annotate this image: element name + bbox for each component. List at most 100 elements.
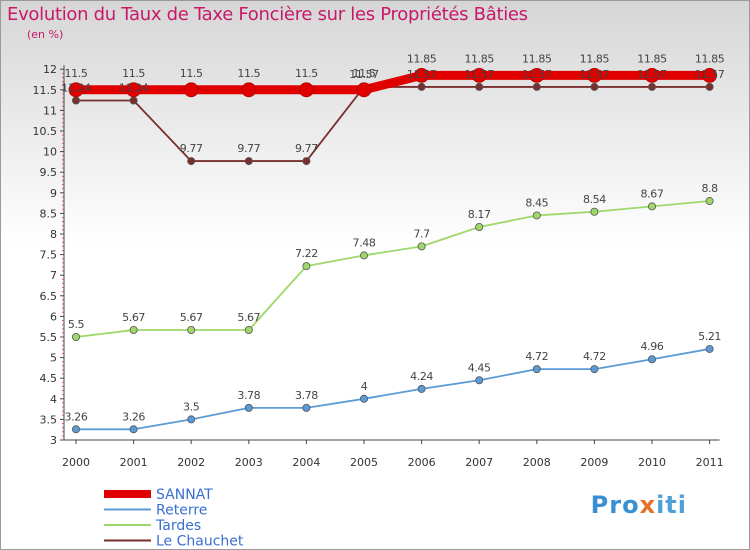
x-tick-label: 2003 — [235, 456, 263, 469]
data-label: 7.22 — [295, 247, 318, 260]
proxiti-logo: Proxiti — [591, 491, 687, 519]
data-label: 11.5 — [65, 67, 88, 80]
y-tick-label: 11 — [43, 104, 57, 117]
data-point — [244, 325, 253, 334]
data-label: 4.96 — [641, 340, 664, 353]
data-point — [590, 207, 599, 216]
y-tick-label: 6 — [50, 310, 57, 323]
data-point — [532, 365, 541, 374]
y-tick-label: 5.5 — [40, 331, 58, 344]
data-point — [702, 67, 717, 83]
data-point — [705, 344, 714, 353]
y-tick-label: 10.5 — [33, 125, 58, 138]
data-label: 8.8 — [701, 182, 718, 195]
data-label: 11.57 — [637, 68, 667, 81]
y-tick-label: 10 — [43, 146, 57, 159]
x-tick-label: 2004 — [292, 456, 320, 469]
series-line-le-chauchet — [76, 86, 710, 162]
data-point — [68, 82, 84, 98]
data-point — [644, 67, 660, 83]
data-point — [414, 67, 430, 83]
data-point — [187, 325, 196, 334]
data-label: 11.85 — [407, 52, 437, 65]
data-label: 3.78 — [237, 389, 260, 402]
data-label: 5.5 — [68, 318, 85, 331]
data-point — [475, 376, 484, 385]
logo-text-2: x — [639, 491, 657, 519]
data-point — [648, 82, 657, 91]
y-tick-label: 8 — [50, 228, 57, 241]
data-label: 11.5 — [353, 67, 376, 80]
data-label: 11.85 — [637, 52, 667, 65]
y-tick-label: 9 — [50, 187, 57, 200]
data-point — [302, 403, 311, 412]
data-point — [359, 251, 368, 260]
data-label: 3.26 — [122, 410, 145, 423]
x-tick-label: 2006 — [408, 456, 436, 469]
data-label: 8.67 — [641, 187, 664, 200]
data-label: 11.85 — [580, 52, 610, 65]
data-label: 9.77 — [180, 142, 203, 155]
data-point — [187, 157, 196, 166]
data-point — [129, 425, 138, 434]
x-tick-label: 2007 — [465, 456, 493, 469]
y-tick-label: 9.5 — [40, 166, 58, 179]
logo-text-1: Pro — [590, 491, 640, 519]
data-point — [298, 82, 314, 98]
data-label: 7.7 — [413, 227, 430, 240]
data-label: 4.72 — [525, 350, 548, 363]
data-label: 11.57 — [407, 68, 437, 81]
data-point — [648, 202, 657, 211]
data-point — [590, 82, 599, 91]
data-label: 9.77 — [295, 142, 318, 155]
data-label: 11.5 — [295, 67, 318, 80]
data-label: 3.26 — [65, 410, 88, 423]
data-point — [417, 82, 426, 91]
y-tick-label: 7 — [50, 269, 57, 282]
data-label: 3.5 — [183, 400, 200, 413]
x-tick-label: 2011 — [696, 456, 724, 469]
x-tick-label: 2005 — [350, 456, 378, 469]
data-label: 11.85 — [522, 52, 552, 65]
legend-label: SANNAT — [156, 487, 213, 503]
data-label: 11.24 — [61, 82, 91, 95]
y-tick-label: 3.5 — [40, 413, 58, 426]
data-label: 11.24 — [119, 82, 149, 95]
data-point — [417, 242, 426, 251]
data-point — [302, 262, 311, 271]
logo-text-3: iti — [656, 491, 687, 519]
x-tick-label: 2001 — [120, 456, 148, 469]
data-point — [356, 82, 372, 98]
data-point — [648, 355, 657, 364]
data-point — [532, 82, 541, 91]
legend-label: Le Chauchet — [156, 534, 244, 550]
data-point — [302, 157, 311, 166]
data-label: 5.67 — [237, 311, 260, 324]
series-line-sannat — [76, 70, 710, 95]
data-point — [187, 415, 196, 424]
y-tick-label: 8.5 — [40, 207, 58, 220]
data-point — [72, 332, 81, 341]
data-label: 11.57 — [580, 68, 610, 81]
data-label: 8.54 — [583, 193, 606, 206]
data-label: 9.77 — [237, 142, 260, 155]
series-line-reterre — [76, 348, 710, 431]
data-label: 11.57 — [464, 68, 494, 81]
data-point — [705, 197, 714, 206]
data-point — [126, 82, 142, 98]
data-point — [72, 425, 81, 434]
data-label: 4.24 — [410, 370, 433, 383]
data-label: 11.57 — [349, 68, 379, 81]
data-point — [529, 67, 545, 83]
y-tick-label: 4.5 — [40, 372, 58, 385]
data-label: 5.67 — [122, 311, 145, 324]
data-point — [129, 325, 138, 334]
data-point — [590, 365, 599, 374]
data-point — [475, 82, 484, 91]
y-axis-unit: (en %) — [27, 28, 64, 41]
y-tick-label: 11.5 — [33, 84, 58, 97]
data-point — [587, 67, 602, 83]
data-point — [129, 96, 138, 105]
